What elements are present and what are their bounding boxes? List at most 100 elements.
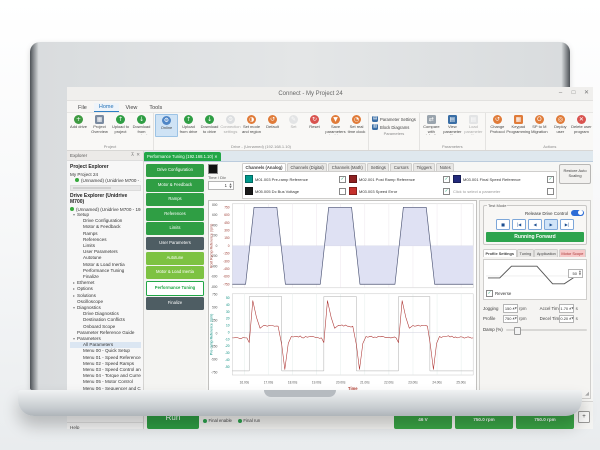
reset-button[interactable]: ↻ Reset (304, 114, 325, 135)
skip-back-button[interactable]: |◀ (512, 219, 526, 230)
profile-tab-tuning[interactable]: Tuning (517, 249, 534, 257)
stop-button[interactable]: ■ (496, 219, 510, 230)
tree-item-drive-diagnostics[interactable]: Drive Diagnostics (70, 311, 141, 317)
horizontal-scrollbar[interactable] (70, 185, 141, 191)
wizard-step-finalize[interactable]: Finalize (146, 297, 204, 311)
tree-item-menu-06-sequencer-and-clock[interactable]: Menu 06 - Sequencer and Clock (70, 386, 141, 392)
channel-checkbox[interactable] (547, 187, 554, 195)
scope-tab-settings[interactable]: Settings (367, 163, 390, 171)
spinner-arrows-icon[interactable]: ▲▼ (512, 316, 517, 321)
play-button[interactable]: ▶ (544, 219, 558, 230)
close-panel-icon[interactable]: ✕ (136, 153, 140, 158)
download-from-project-button[interactable]: ↓Download from project (131, 114, 152, 135)
skip-forward-button[interactable]: ▶| (560, 219, 574, 230)
tree-item-oscilloscope[interactable]: Oscilloscope (70, 299, 141, 305)
tree-item-user-parameters[interactable]: User Parameters (70, 249, 141, 255)
set-button[interactable]: ✎ Set (283, 114, 304, 135)
slider-knob[interactable] (513, 326, 521, 335)
minimize-button[interactable]: – (558, 90, 563, 96)
spinner-arrows-icon[interactable]: ▲▼ (569, 305, 574, 310)
wizard-step-motor-load-inertia[interactable]: Motor & Load Inertia (146, 266, 204, 280)
menu-tab-home[interactable]: Home (93, 103, 119, 112)
connection-settings-button[interactable]: ⚙ Connection settings (220, 114, 241, 135)
set-real-time-clock-button[interactable]: ◔ Set real time clock (346, 114, 367, 135)
sd-card-manager-button[interactable]: ▯SD Card Manager (592, 114, 593, 135)
menu-tab-tools[interactable]: Tools (149, 105, 163, 111)
tree-item-references[interactable]: References (70, 237, 141, 243)
drive-root-node[interactable]: (Unnamed) (Unidrive M700 - 192.168.1.10) (70, 206, 141, 212)
maximize-button[interactable]: □ (571, 90, 576, 96)
channel-chip-0[interactable]: M01.003 Pre-ramp Reference ✓ (245, 173, 346, 185)
profile-input[interactable]: 750 ▲▼ (502, 314, 518, 323)
spinner-arrows-icon[interactable]: ▲▼ (569, 316, 574, 321)
tree-item-parameter-reference-guide[interactable]: Parameter Reference Guide (70, 330, 141, 336)
profile-spinner[interactable]: 50 ▲ ▼ (568, 269, 583, 278)
tree-item-performance-tuning[interactable]: Performance Tuning (70, 268, 141, 274)
tree-item-diagnostics[interactable]: ▾ Diagnostics (70, 305, 141, 311)
spinner-arrows-icon[interactable]: ▲▼ (229, 181, 232, 189)
channel-chip-3[interactable]: M05.005 Dc Bus Voltage (245, 185, 346, 197)
wizard-step-autotune[interactable]: Autotune (146, 251, 204, 265)
scope-tab-channels-math[interactable]: Channels (Math) (328, 163, 367, 171)
wizard-step-motor-feedback[interactable]: Motor & Feedback (146, 178, 204, 192)
channel-checkbox[interactable]: ✓ (443, 175, 450, 183)
spinner-arrows-icon[interactable]: ▲▼ (512, 305, 517, 310)
wizard-step-drive-configuration[interactable]: Drive Configuration (146, 164, 204, 177)
scope-tab-channels-digital[interactable]: Channels (Digital) (287, 163, 328, 171)
profile-tab-motor-scope[interactable]: Motor Scope (558, 249, 586, 257)
channel-checkbox[interactable]: ✓ (443, 187, 450, 195)
online-button[interactable]: ⚙ Online (155, 114, 178, 137)
resize-handle-icon[interactable]: ◢ (585, 391, 589, 397)
tree-item-setup[interactable]: ▾ Setup (70, 212, 141, 218)
add-badge-button[interactable]: + (578, 411, 590, 423)
tree-item-menu-03-speed-control-and-position[interactable]: Menu 03 - Speed Control and Position (70, 367, 141, 373)
tree-item-menu-01-speed-references[interactable]: Menu 01 - Speed References (70, 355, 141, 361)
accel-time-input[interactable]: 1.70 ▲▼ (559, 304, 575, 313)
channel-checkbox[interactable]: ✓ (547, 175, 554, 183)
sp-to-m-migration-button[interactable]: O SP to M Migration (529, 114, 550, 135)
tree-item-ramps[interactable]: Ramps (70, 231, 141, 237)
tree-item-ethernet[interactable]: ▸ Ethernet (70, 280, 141, 286)
channel-chip-2[interactable]: M03.001 Final Speed Reference ✓ (453, 173, 554, 185)
help-link[interactable]: Help (67, 422, 143, 429)
time-div-spinner[interactable]: 1 ▲ ▼ (208, 181, 234, 190)
project-overview-button[interactable]: ▦ Project Overview (89, 114, 110, 135)
scope-tab-channels-analog[interactable]: Channels (Analog) (242, 163, 286, 171)
tree-item-finalize[interactable]: Finalize (70, 274, 141, 280)
release-drive-control-toggle[interactable] (571, 209, 584, 217)
tree-item-menu-02-speed-ramps[interactable]: Menu 02 - Speed Ramps (70, 361, 141, 367)
channel-checkbox[interactable]: ✓ (339, 175, 346, 183)
channel-chip-1[interactable]: M02.001 Post Ramp Reference ✓ (349, 173, 450, 185)
upload-from-drive-button[interactable]: ↑ Upload from drive (178, 114, 199, 135)
tree-item-parameters[interactable]: ▾ Parameters (70, 336, 141, 342)
tree-item-menu-04-torque-and-current-control[interactable]: Menu 04 - Torque and Current control (70, 373, 141, 379)
damp-slider[interactable] (505, 326, 587, 335)
download-to-drive-button[interactable]: ↓ Download to drive (199, 114, 220, 135)
tree-item-limits[interactable]: Limits (70, 243, 141, 249)
decel-time-input[interactable]: 0.20 ▲▼ (559, 314, 575, 323)
tree-item-autotune[interactable]: Autotune (70, 255, 141, 261)
add-drive-button[interactable]: + Add drive (68, 114, 89, 135)
default-button[interactable]: ↺ Default (262, 114, 283, 135)
tree-item-motor-load-inertia[interactable]: Motor & Load Inertia (70, 262, 141, 268)
profile-tab-application[interactable]: Application (534, 249, 559, 257)
reverse-checkbox[interactable]: ✓ (486, 290, 493, 297)
scope-tab-notes[interactable]: Notes (436, 163, 455, 171)
channel-chip-4[interactable]: M03.003 Speed Error ✓ (349, 185, 450, 197)
wizard-step-user-parameters[interactable]: User Parameters (146, 236, 204, 250)
profile-tab-profile-settings[interactable]: Profile Settings (483, 249, 517, 257)
upload-to-project-button[interactable]: ↑ Upload to project (110, 114, 131, 135)
restore-auto-scaling-button[interactable]: Restore Auto Scaling (559, 164, 591, 184)
tree-item-menu-05-motor-control[interactable]: Menu 05 - Motor Control (70, 379, 141, 385)
trace-color-swatch[interactable] (208, 164, 218, 174)
step-back-button[interactable]: ◀ (528, 219, 542, 230)
load-parameter-file-button[interactable]: ▤Load parameter file (463, 114, 484, 135)
tree-item-destination-conflicts[interactable]: Destination Conflicts (70, 317, 141, 323)
deploy-user-program-button[interactable]: ◎Deploy user program (550, 114, 571, 135)
channel-checkbox[interactable] (339, 187, 346, 195)
scope-tab-triggers[interactable]: Triggers (413, 163, 436, 171)
wizard-step-ramps[interactable]: Ramps (146, 193, 204, 207)
tree-item-solutions[interactable]: ▸ Solutions (70, 293, 141, 299)
post-ramp-reference-chart[interactable]: 800 600 400 200 0 -200 -400 -600 -800 750 600 450 30… (209, 201, 476, 291)
wizard-step-limits[interactable]: Limits (146, 222, 204, 236)
